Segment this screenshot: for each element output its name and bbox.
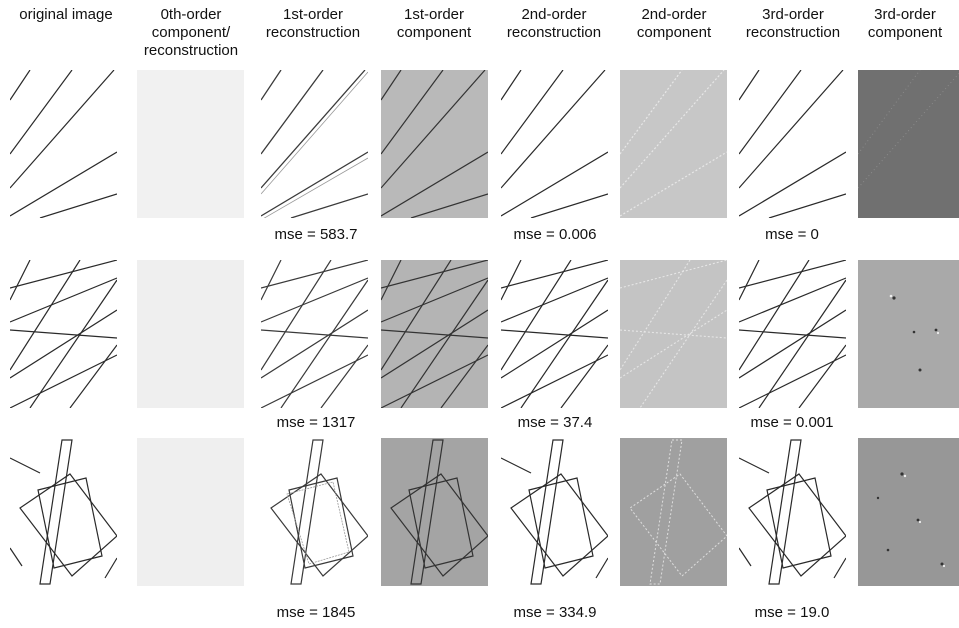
header-original-image: original image bbox=[6, 6, 126, 24]
row2-original-image bbox=[10, 260, 117, 408]
row3-3rd-order-reconstruction bbox=[739, 438, 846, 586]
header-0th-order: 0th-order component/ reconstruction bbox=[131, 6, 251, 60]
header-2nd-order-component-text: 2nd-order component bbox=[636, 6, 712, 41]
row3-1st-order-reconstruction bbox=[261, 438, 368, 586]
row2-1st-order-component bbox=[381, 260, 488, 408]
row1-mse-1st: mse = 583.7 bbox=[274, 226, 358, 243]
row2-2nd-order-component bbox=[620, 260, 727, 408]
row2-mse-3rd: mse = 0.001 bbox=[750, 414, 834, 431]
row3-3rd-order-component bbox=[858, 438, 959, 586]
row3-mse-1st: mse = 1845 bbox=[276, 604, 356, 621]
row3-mse-2nd: mse = 334.9 bbox=[513, 604, 597, 621]
row1-original-image bbox=[10, 70, 117, 218]
row3-original-image bbox=[10, 438, 117, 586]
row1-2nd-order-component bbox=[620, 70, 727, 218]
row3-2nd-order-component bbox=[620, 438, 727, 586]
row1-3rd-order-reconstruction bbox=[739, 70, 846, 218]
header-3rd-order-component: 3rd-order component bbox=[847, 6, 959, 42]
header-1st-order-component: 1st-order component bbox=[374, 6, 494, 42]
header-2nd-order-reconstruction-text: 2nd-order reconstruction bbox=[506, 6, 602, 41]
row1-2nd-order-reconstruction bbox=[501, 70, 608, 218]
row3-mse-3rd: mse = 19.0 bbox=[754, 604, 830, 621]
header-2nd-order-reconstruction: 2nd-order reconstruction bbox=[494, 6, 614, 42]
row1-mse-2nd: mse = 0.006 bbox=[513, 226, 597, 243]
row1-mse-3rd: mse = 0 bbox=[765, 226, 819, 243]
row2-mse-2nd: mse = 37.4 bbox=[517, 414, 593, 431]
row1-0th-order-component bbox=[137, 70, 244, 218]
header-1st-order-reconstruction-text: 1st-order reconstruction bbox=[265, 6, 361, 41]
row1-1st-order-component bbox=[381, 70, 488, 218]
header-3rd-order-reconstruction: 3rd-order reconstruction bbox=[733, 6, 853, 42]
header-1st-order-component-text: 1st-order component bbox=[396, 6, 472, 41]
row2-3rd-order-component bbox=[858, 260, 959, 408]
header-2nd-order-component: 2nd-order component bbox=[614, 6, 734, 42]
row2-2nd-order-reconstruction bbox=[501, 260, 608, 408]
row2-mse-1st: mse = 1317 bbox=[276, 414, 356, 431]
row2-0th-order-component bbox=[137, 260, 244, 408]
row1-3rd-order-component bbox=[858, 70, 959, 218]
row3-2nd-order-reconstruction bbox=[501, 438, 608, 586]
header-3rd-order-component-text: 3rd-order component bbox=[867, 6, 943, 41]
header-0th-order-text: 0th-order component/ reconstruction bbox=[143, 6, 239, 59]
header-3rd-order-reconstruction-text: 3rd-order reconstruction bbox=[745, 6, 841, 41]
header-original-image-text: original image bbox=[19, 6, 113, 23]
row2-1st-order-reconstruction bbox=[261, 260, 368, 408]
row1-1st-order-reconstruction bbox=[261, 70, 368, 218]
row3-1st-order-component bbox=[381, 438, 488, 586]
row2-3rd-order-reconstruction bbox=[739, 260, 846, 408]
row3-0th-order-component bbox=[137, 438, 244, 586]
header-1st-order-reconstruction: 1st-order reconstruction bbox=[253, 6, 373, 42]
